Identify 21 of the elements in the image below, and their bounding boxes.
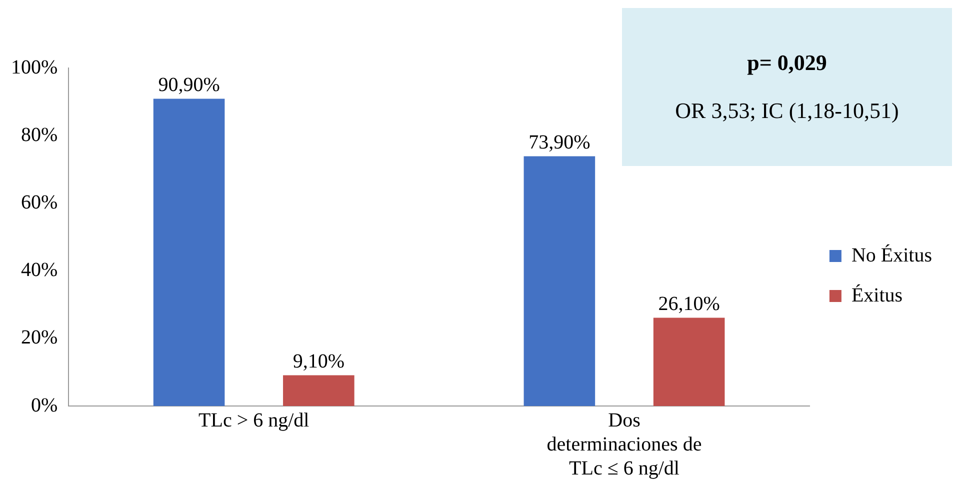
legend-label: No Éxitus (851, 243, 932, 266)
annotation: p= 0,029 (746, 50, 828, 76)
y-tick-label: 100% (10, 56, 58, 78)
bar (524, 156, 596, 406)
y-tick-label: 40% (20, 259, 58, 282)
data-label: 90,90% (158, 74, 220, 96)
bar (153, 98, 225, 406)
x-tick-label: Dos determinaciones de TLc ≤ 6 ng/dl (546, 409, 702, 480)
x-tick-label: TLc > 6 ng/dl (198, 409, 310, 432)
bar (653, 318, 725, 406)
note-box: p= 0,029 OR 3,53; IC (1,18-10,51) (622, 8, 952, 166)
annotation: OR 3,53; IC (1,18-10,51) (674, 98, 900, 124)
legend-label: Éxitus (851, 283, 903, 306)
y-tick-label: 0% (30, 394, 58, 416)
data-label: 73,90% (528, 131, 590, 154)
y-tick-label: 60% (20, 191, 58, 214)
data-label: 9,10% (292, 350, 345, 372)
y-tick-label: 80% (20, 124, 58, 146)
y-tick-label: 20% (20, 326, 58, 349)
bar (283, 375, 354, 406)
data-label: 26,10% (658, 293, 720, 316)
